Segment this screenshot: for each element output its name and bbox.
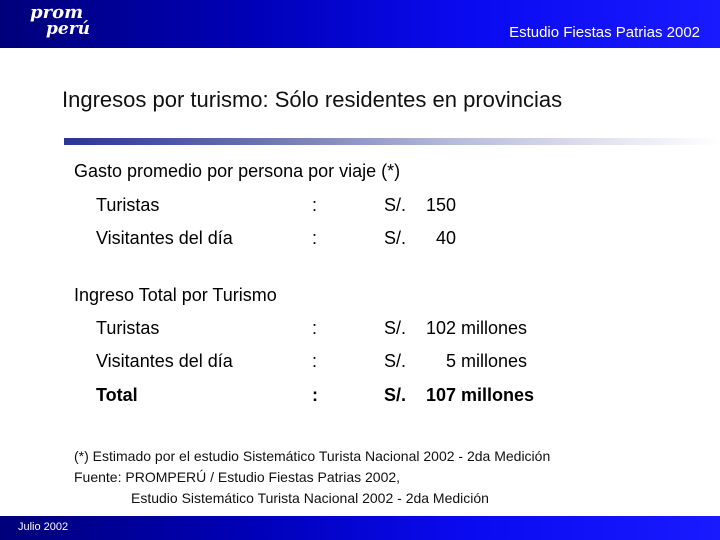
row-colon: : [312, 195, 318, 215]
footer-date: Julio 2002 [18, 521, 69, 533]
row-amount: 150 [426, 195, 457, 215]
row-label: Total [96, 385, 138, 405]
total-row-turistas: Turistas : S/. 102 millones [0, 316, 720, 340]
row-amount: 5 millones [446, 351, 528, 371]
row-label: Turistas [96, 195, 160, 215]
total-row-total: Total : S/. 107 millones [0, 383, 720, 407]
row-currency: S/. [384, 351, 407, 371]
header-bar [0, 0, 720, 48]
row-colon: : [312, 228, 318, 248]
row-colon: : [312, 318, 318, 338]
row-colon: : [312, 351, 318, 371]
section-heading-spend: Gasto promedio por persona por viaje (*) [74, 161, 401, 181]
spend-row-visitantes: Visitantes del día : S/. 40 [0, 226, 720, 250]
slide-title: Ingresos por turismo: Sólo residentes en… [62, 87, 563, 112]
footnote-estimate: (*) Estimado por el estudio Sistemático … [74, 448, 551, 464]
section-heading-total: Ingreso Total por Turismo [74, 285, 277, 305]
row-amount: 102 millones [426, 318, 528, 338]
row-label: Turistas [96, 318, 160, 338]
title-underline-rule [64, 138, 720, 145]
row-currency: S/. [384, 385, 407, 405]
logo-text-line1: prom [30, 2, 84, 23]
row-amount: 107 millones [426, 385, 535, 405]
header-title: Estudio Fiestas Patrias 2002 [509, 24, 700, 41]
footer-bar [0, 516, 720, 540]
row-colon: : [312, 385, 318, 405]
logo-text-line2: perú [46, 19, 91, 39]
row-label: Visitantes del día [96, 228, 233, 248]
row-currency: S/. [384, 195, 407, 215]
row-label: Visitantes del día [96, 351, 233, 371]
total-row-visitantes: Visitantes del día : S/. 5 millones [0, 349, 720, 373]
row-currency: S/. [384, 228, 407, 248]
footnote-source: Fuente: PROMPERÚ / Estudio Fiestas Patri… [74, 469, 401, 485]
promperu-logo: prom perú [30, 4, 92, 44]
row-amount: 40 [436, 228, 457, 248]
spend-row-turistas: Turistas : S/. 150 [0, 193, 720, 217]
footnote-source-continued: Estudio Sistemático Turista Nacional 200… [131, 490, 489, 506]
row-currency: S/. [384, 318, 407, 338]
